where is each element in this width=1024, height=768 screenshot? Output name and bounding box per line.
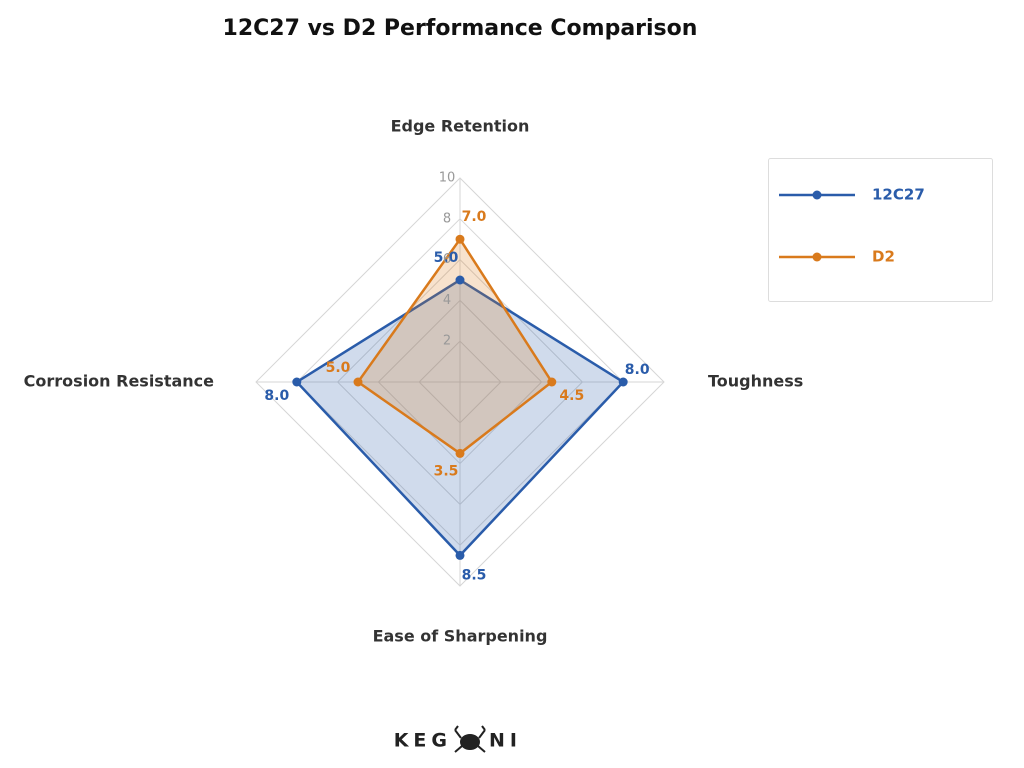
r-tick-label: 6 [443, 252, 451, 267]
category-label: Corrosion Resistance [24, 372, 214, 391]
value-label: 8.0 [625, 362, 650, 378]
r-tick-label: 10 [439, 171, 456, 186]
data-point [455, 275, 465, 285]
chart-title: 12C27 vs D2 Performance Comparison [223, 16, 698, 41]
value-label: 5.0 [326, 360, 351, 376]
value-label: 3.5 [434, 463, 459, 479]
logo-text: NI [489, 730, 522, 752]
data-point [292, 377, 302, 387]
data-point [455, 448, 465, 458]
value-label: 5.0 [434, 250, 459, 266]
category-label: Toughness [708, 372, 803, 391]
r-tick-label: 8 [443, 211, 451, 226]
r-tick-label: 4 [443, 293, 451, 308]
data-point [455, 550, 465, 560]
category-label: Ease of Sharpening [373, 627, 548, 646]
value-label: 8.5 [462, 567, 487, 583]
value-label: 7.0 [462, 209, 487, 225]
category-label: Edge Retention [391, 117, 530, 136]
data-point [353, 377, 363, 387]
legend-marker [812, 190, 822, 200]
value-label: 8.0 [264, 388, 289, 404]
legend-box [768, 158, 993, 302]
logo-icon [454, 725, 486, 753]
legend-marker [812, 252, 822, 262]
data-point [455, 234, 465, 244]
data-point [547, 377, 557, 387]
legend-label: D2 [872, 248, 895, 266]
data-point [618, 377, 628, 387]
logo: KEG NI [394, 725, 522, 753]
logo-text: KEG [394, 730, 452, 752]
radar: 5.0 8.0 8.5 8.0 7.0 4.5 3.5 5.0 [255, 177, 665, 587]
r-tick-label: 2 [443, 334, 451, 349]
value-label: 4.5 [559, 388, 584, 404]
legend-label: 12C27 [872, 186, 925, 204]
